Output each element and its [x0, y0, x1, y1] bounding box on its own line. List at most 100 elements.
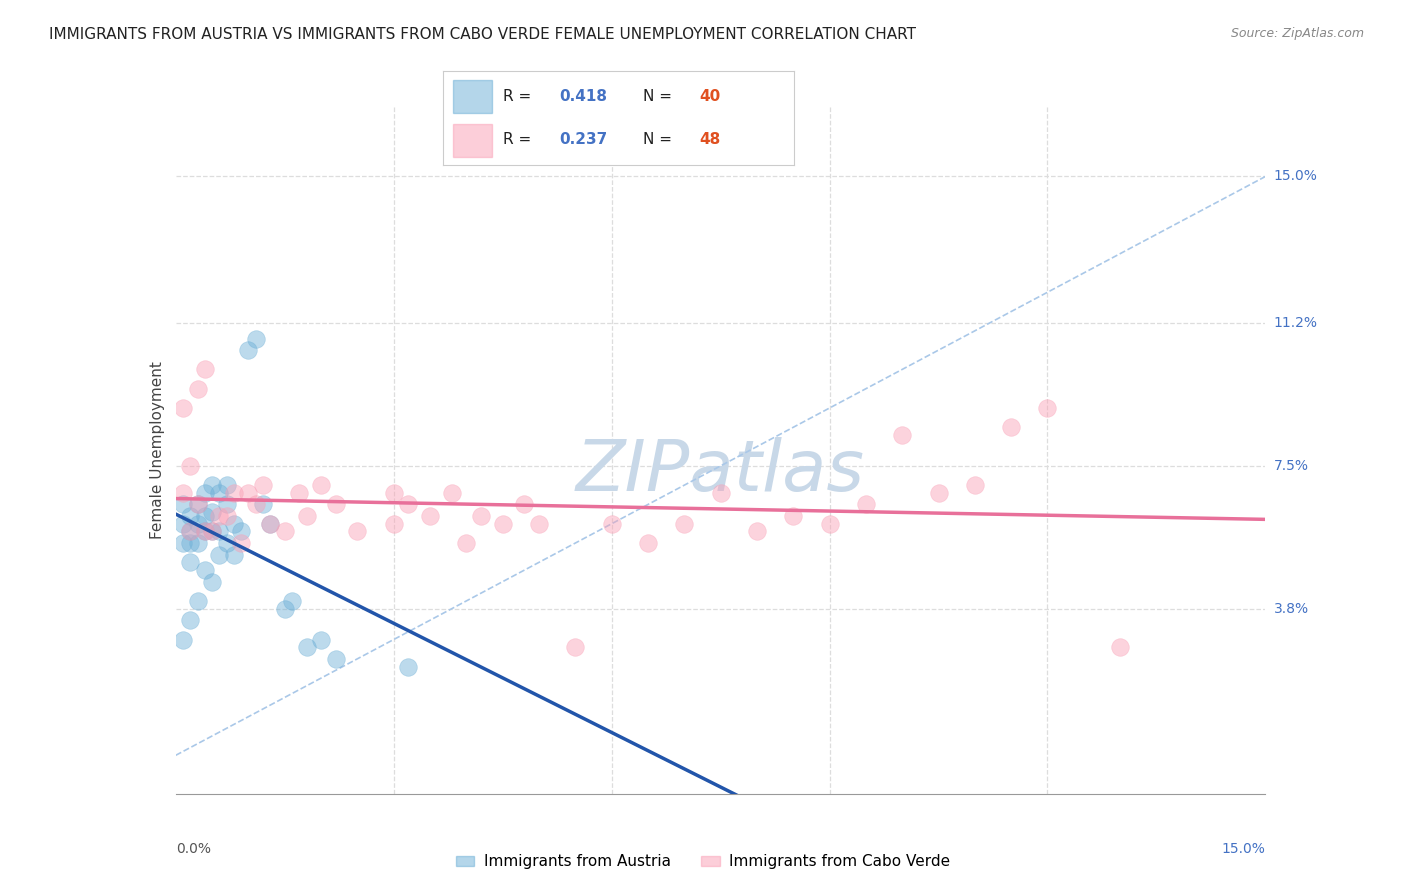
Point — [782, 509, 804, 524]
Point — [194, 509, 217, 524]
Text: N =: N = — [643, 89, 678, 104]
Point — [928, 486, 950, 500]
Point — [172, 632, 194, 647]
Point — [172, 486, 194, 500]
Text: ZIPatlas: ZIPatlas — [576, 436, 865, 506]
Point — [194, 486, 217, 500]
Point — [231, 524, 253, 539]
Point — [252, 498, 274, 512]
Point — [194, 524, 217, 539]
Point — [492, 516, 515, 531]
Point — [222, 548, 245, 562]
Text: N =: N = — [643, 132, 678, 147]
Point — [527, 516, 550, 531]
Point — [288, 486, 311, 500]
Point — [259, 516, 281, 531]
Point — [309, 478, 332, 492]
Point — [274, 601, 297, 615]
Point — [194, 563, 217, 577]
Point — [201, 574, 224, 589]
Text: Source: ZipAtlas.com: Source: ZipAtlas.com — [1230, 27, 1364, 40]
Point — [637, 536, 659, 550]
Point — [513, 498, 536, 512]
Legend: Immigrants from Austria, Immigrants from Cabo Verde: Immigrants from Austria, Immigrants from… — [450, 848, 956, 875]
Point — [309, 632, 332, 647]
Point — [325, 498, 347, 512]
Point — [1036, 401, 1059, 415]
Point — [186, 498, 209, 512]
Point — [818, 516, 841, 531]
Y-axis label: Female Unemployment: Female Unemployment — [149, 361, 165, 540]
FancyBboxPatch shape — [453, 79, 492, 112]
Point — [440, 486, 463, 500]
Point — [281, 594, 304, 608]
Text: 7.5%: 7.5% — [1274, 458, 1309, 473]
Point — [208, 548, 231, 562]
Point — [172, 516, 194, 531]
Point — [215, 478, 238, 492]
Point — [222, 516, 245, 531]
Text: R =: R = — [503, 89, 536, 104]
Text: 40: 40 — [699, 89, 721, 104]
Point — [172, 401, 194, 415]
Point — [222, 486, 245, 500]
Point — [186, 498, 209, 512]
Point — [564, 640, 586, 655]
Text: 0.0%: 0.0% — [176, 842, 211, 856]
Point — [172, 498, 194, 512]
Point — [1109, 640, 1132, 655]
Point — [963, 478, 986, 492]
Point — [238, 486, 260, 500]
Point — [201, 505, 224, 519]
Point — [259, 516, 281, 531]
Text: R =: R = — [503, 132, 536, 147]
Point — [179, 555, 201, 569]
Point — [382, 486, 405, 500]
Point — [855, 498, 877, 512]
FancyBboxPatch shape — [453, 124, 492, 157]
Point — [245, 498, 267, 512]
Point — [346, 524, 368, 539]
Point — [710, 486, 733, 500]
Point — [396, 659, 419, 673]
Text: 0.418: 0.418 — [560, 89, 607, 104]
Text: 15.0%: 15.0% — [1274, 169, 1317, 184]
Point — [179, 524, 201, 539]
Text: 0.237: 0.237 — [560, 132, 607, 147]
Point — [172, 536, 194, 550]
Point — [470, 509, 492, 524]
Point — [186, 382, 209, 396]
Point — [295, 640, 318, 655]
Point — [673, 516, 696, 531]
Point — [208, 524, 231, 539]
Point — [891, 428, 914, 442]
Point — [745, 524, 768, 539]
Point — [1000, 420, 1022, 434]
Point — [396, 498, 419, 512]
Point — [201, 524, 224, 539]
Point — [215, 509, 238, 524]
Point — [245, 332, 267, 346]
Point — [382, 516, 405, 531]
Point — [201, 524, 224, 539]
Point — [215, 536, 238, 550]
Point — [325, 652, 347, 666]
Point — [179, 458, 201, 473]
Point — [600, 516, 623, 531]
Point — [201, 478, 224, 492]
Point — [231, 536, 253, 550]
Text: 48: 48 — [699, 132, 721, 147]
Point — [208, 486, 231, 500]
Text: IMMIGRANTS FROM AUSTRIA VS IMMIGRANTS FROM CABO VERDE FEMALE UNEMPLOYMENT CORREL: IMMIGRANTS FROM AUSTRIA VS IMMIGRANTS FR… — [49, 27, 917, 42]
Point — [194, 524, 217, 539]
Point — [215, 498, 238, 512]
Point — [186, 536, 209, 550]
Point — [179, 536, 201, 550]
Point — [186, 516, 209, 531]
Point — [194, 362, 217, 376]
Point — [238, 343, 260, 358]
Point — [252, 478, 274, 492]
Text: 3.8%: 3.8% — [1274, 602, 1309, 615]
Point — [186, 594, 209, 608]
Point — [419, 509, 441, 524]
